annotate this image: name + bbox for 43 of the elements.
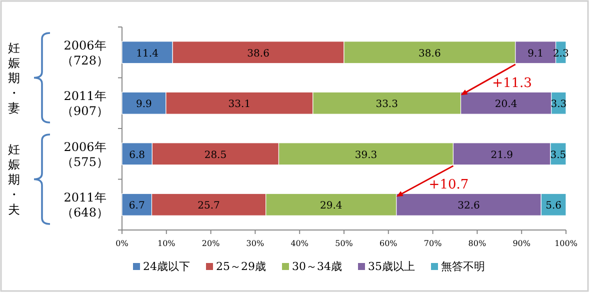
x-tick-label: 0% xyxy=(116,239,129,248)
x-tick-label: 20% xyxy=(202,239,220,248)
data-label: 3.3 xyxy=(550,99,567,110)
data-label: 20.4 xyxy=(494,99,518,110)
data-label: 33.1 xyxy=(228,99,251,110)
data-label: 33.3 xyxy=(376,99,398,110)
x-tick-label: 60% xyxy=(380,239,398,248)
data-label: 25.7 xyxy=(198,200,220,212)
legend-label: 35歳以上 xyxy=(368,260,415,273)
text: 妊娠期・夫 xyxy=(8,142,20,216)
legend-label: 30～34歳 xyxy=(292,260,342,273)
data-label: 6.7 xyxy=(128,200,145,212)
x-tick-label: 30% xyxy=(246,239,264,248)
y-tick-label: 2006年（575） xyxy=(62,140,108,169)
x-tick-label: 50% xyxy=(335,239,354,248)
annotation: +10.7 xyxy=(428,177,469,192)
data-label: 29.4 xyxy=(320,200,342,212)
y-tick-label: 2006年（728） xyxy=(62,38,108,68)
annotation: +11.3 xyxy=(492,76,532,91)
x-tick-label: 70% xyxy=(424,239,442,248)
legend-label: 24歳以下 xyxy=(143,260,190,273)
data-label: 39.3 xyxy=(354,150,378,161)
data-label: 9.9 xyxy=(136,99,152,110)
data-label: 21.9 xyxy=(490,150,513,161)
legend-label: 25～29歳 xyxy=(216,260,266,273)
data-label: 28.5 xyxy=(204,150,227,161)
x-tick-label: 100% xyxy=(554,239,578,248)
data-label: 9.1 xyxy=(528,48,544,60)
data-label: 32.6 xyxy=(458,200,480,212)
y-tick-label: 2011年（907） xyxy=(62,89,108,118)
legend-label: 無答不明 xyxy=(441,260,485,273)
text: 妊娠期・妻 xyxy=(8,40,20,115)
x-tick-label: 40% xyxy=(290,239,309,248)
x-tick-label: 90% xyxy=(512,239,531,248)
x-tick-label: 80% xyxy=(468,239,486,248)
data-label: 5.6 xyxy=(546,200,562,212)
data-label: 3.5 xyxy=(550,150,566,161)
data-label: 6.8 xyxy=(129,150,146,161)
data-label: 11.4 xyxy=(136,48,158,60)
data-label: 38.6 xyxy=(247,48,270,60)
data-label: 38.6 xyxy=(418,48,441,60)
y-tick-label: 2011年（648） xyxy=(62,190,108,220)
x-tick-label: 10% xyxy=(158,239,176,248)
